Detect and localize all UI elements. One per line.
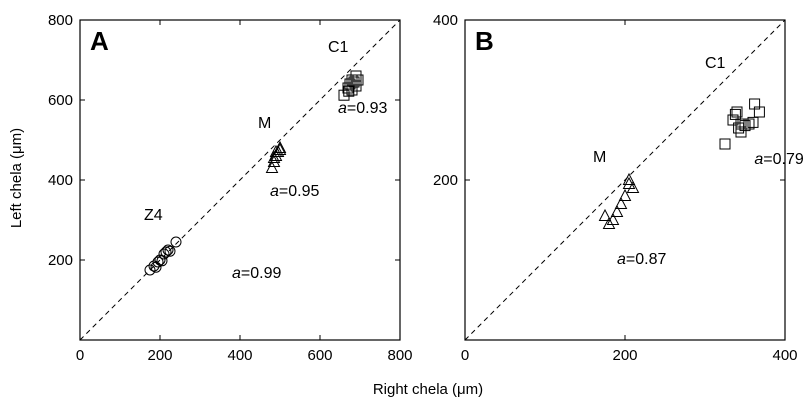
group-label: M [258, 115, 271, 132]
data-point-triangle [267, 150, 281, 163]
x-tick-label: 0 [461, 347, 469, 364]
data-point-triangle [273, 140, 287, 153]
data-point-square [743, 118, 755, 130]
x-tick-label: 600 [307, 347, 332, 364]
coefficient-annotation: a=0.95 [270, 183, 319, 200]
data-point-square [342, 82, 354, 94]
data-point-triangle [602, 216, 616, 229]
data-point-triangle [598, 208, 612, 221]
panel-label: A [90, 26, 109, 56]
data-point-triangle [626, 180, 640, 193]
y-axis-title: Left chela (μm) [8, 128, 25, 228]
series-c1 [338, 70, 364, 101]
panel-b: 0 200 400 200 400 B Ma=0.87 C1 a=0.79 [433, 12, 804, 364]
panel-label: B [475, 26, 494, 56]
data-point-square [753, 106, 765, 118]
series-m [265, 140, 287, 173]
x-tick-label: 400 [227, 347, 252, 364]
data-point-circle [160, 246, 172, 258]
data-point-circle [170, 236, 182, 248]
series-c1 [719, 98, 765, 150]
y-tick-label: 400 [433, 12, 458, 29]
data-point-square [719, 138, 731, 150]
data-point-triangle [614, 196, 628, 209]
data-point-square [727, 114, 739, 126]
data-point-triangle [622, 176, 636, 189]
x-tick-label: 800 [387, 347, 412, 364]
coefficient-annotation: a=0.93 [338, 100, 387, 117]
y-tick-label: 600 [48, 92, 73, 109]
data-point-circle [148, 260, 160, 272]
group-label: Z4 [144, 207, 163, 224]
data-point-triangle [622, 172, 636, 185]
data-point-circle [158, 248, 170, 260]
identity-line [79, 19, 401, 341]
y-tick-label: 200 [48, 252, 73, 269]
x-tick-label: 400 [772, 347, 797, 364]
data-point-square [735, 126, 747, 138]
identity-line [464, 19, 786, 341]
x-tick-label: 200 [612, 347, 637, 364]
data-point-square [343, 85, 355, 97]
y-tick-label: 400 [48, 172, 73, 189]
data-point-circle [152, 256, 164, 268]
y-tick-label: 800 [48, 12, 73, 29]
panel-a: 0 200 400 600 800 200 400 600 800 A Z4 a=0.99 Ma=0.9… [48, 12, 413, 364]
data-point-square [739, 120, 751, 132]
y-tick-label: 200 [433, 172, 458, 189]
data-point-circle [164, 245, 176, 257]
data-point-triangle [265, 160, 279, 173]
data-point-circle [162, 244, 174, 256]
x-tick-label: 0 [76, 347, 84, 364]
group-label: M [593, 149, 606, 166]
data-point-square [346, 84, 358, 96]
coefficient-annotation: a=0.99 [232, 265, 281, 282]
data-point-triangle [610, 204, 624, 217]
data-point-triangle [267, 154, 281, 167]
data-point-square [729, 108, 741, 120]
data-point-circle [144, 264, 156, 276]
x-axis-title: Right chela (μm) [373, 381, 483, 398]
data-point-square [731, 106, 743, 118]
group-label: C1 [328, 39, 349, 56]
series-m [598, 172, 640, 229]
data-point-square [344, 78, 356, 90]
data-point-square [735, 118, 747, 130]
data-point-square [350, 70, 362, 82]
coefficient-annotation: a=0.79 [754, 151, 803, 168]
group-label: C1 [705, 55, 726, 72]
data-point-triangle [618, 188, 632, 201]
data-point-triangle [606, 212, 620, 225]
x-tick-label: 200 [147, 347, 172, 364]
data-point-circle [156, 255, 168, 267]
coefficient-annotation: a=0.87 [617, 251, 666, 268]
data-point-square [747, 116, 759, 128]
series-z4 [144, 236, 182, 276]
data-point-square [352, 74, 364, 86]
